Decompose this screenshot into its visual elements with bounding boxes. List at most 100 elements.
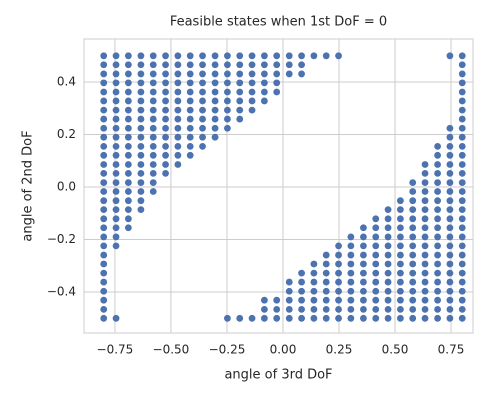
point <box>384 269 392 277</box>
point <box>211 106 219 114</box>
point <box>372 215 380 223</box>
point <box>409 179 417 186</box>
point <box>310 296 318 304</box>
point <box>124 106 132 114</box>
point <box>112 52 120 60</box>
point <box>421 278 429 286</box>
point <box>446 215 454 223</box>
point <box>211 70 219 78</box>
point <box>149 188 157 195</box>
point <box>186 106 194 114</box>
point <box>384 278 392 286</box>
point <box>396 215 404 223</box>
point <box>162 170 169 177</box>
point <box>124 161 132 168</box>
point <box>360 251 367 259</box>
point <box>224 88 231 96</box>
point <box>174 151 182 159</box>
point <box>360 269 367 277</box>
point <box>124 124 132 132</box>
point <box>100 70 108 78</box>
point <box>124 115 132 123</box>
point <box>162 106 169 114</box>
point <box>162 151 169 159</box>
point <box>458 52 466 60</box>
point <box>112 242 120 250</box>
point <box>186 124 194 132</box>
point <box>421 260 429 268</box>
point <box>149 97 157 105</box>
point <box>372 296 380 304</box>
point <box>137 79 145 87</box>
point <box>260 70 268 78</box>
point <box>100 278 108 286</box>
point <box>211 79 219 87</box>
point <box>446 133 454 141</box>
point <box>434 233 441 241</box>
point <box>149 124 157 132</box>
point <box>446 278 454 286</box>
point <box>248 97 256 105</box>
point <box>162 88 169 96</box>
point <box>446 124 454 132</box>
point <box>421 296 429 304</box>
point <box>112 224 120 232</box>
point <box>409 215 417 223</box>
point <box>310 278 318 286</box>
point <box>335 251 342 259</box>
point <box>458 170 466 177</box>
x-tick-label: 0.00 <box>270 343 297 357</box>
point <box>112 106 120 114</box>
point <box>384 296 392 304</box>
point <box>421 179 429 186</box>
point <box>421 269 429 277</box>
point <box>273 305 281 313</box>
point <box>112 188 120 195</box>
point <box>174 142 182 150</box>
point <box>409 278 417 286</box>
point <box>298 61 305 69</box>
point <box>236 88 244 96</box>
point <box>137 142 145 150</box>
point <box>446 179 454 186</box>
point <box>409 296 417 304</box>
point <box>409 305 417 313</box>
point <box>372 242 380 250</box>
point <box>384 251 392 259</box>
point <box>446 251 454 259</box>
point <box>347 233 355 241</box>
point <box>458 161 466 168</box>
point <box>446 224 454 232</box>
point <box>199 142 206 150</box>
point <box>100 133 108 141</box>
point <box>112 79 120 87</box>
point <box>162 52 169 60</box>
point <box>434 170 441 177</box>
point <box>100 197 108 205</box>
point <box>458 287 466 295</box>
point <box>335 260 342 268</box>
point <box>211 61 219 69</box>
point <box>186 97 194 105</box>
point <box>347 269 355 277</box>
point <box>446 296 454 304</box>
point <box>347 251 355 259</box>
point <box>458 260 466 268</box>
point <box>446 151 454 159</box>
point <box>112 70 120 78</box>
point <box>124 170 132 177</box>
point <box>322 305 330 313</box>
point <box>211 97 219 105</box>
point <box>409 269 417 277</box>
point <box>100 124 108 132</box>
point <box>112 233 120 241</box>
point <box>112 97 120 105</box>
point <box>236 52 244 60</box>
point <box>409 224 417 232</box>
point <box>396 251 404 259</box>
point <box>446 260 454 268</box>
point <box>458 61 466 69</box>
point <box>434 188 441 195</box>
point <box>396 197 404 205</box>
point <box>100 269 108 277</box>
